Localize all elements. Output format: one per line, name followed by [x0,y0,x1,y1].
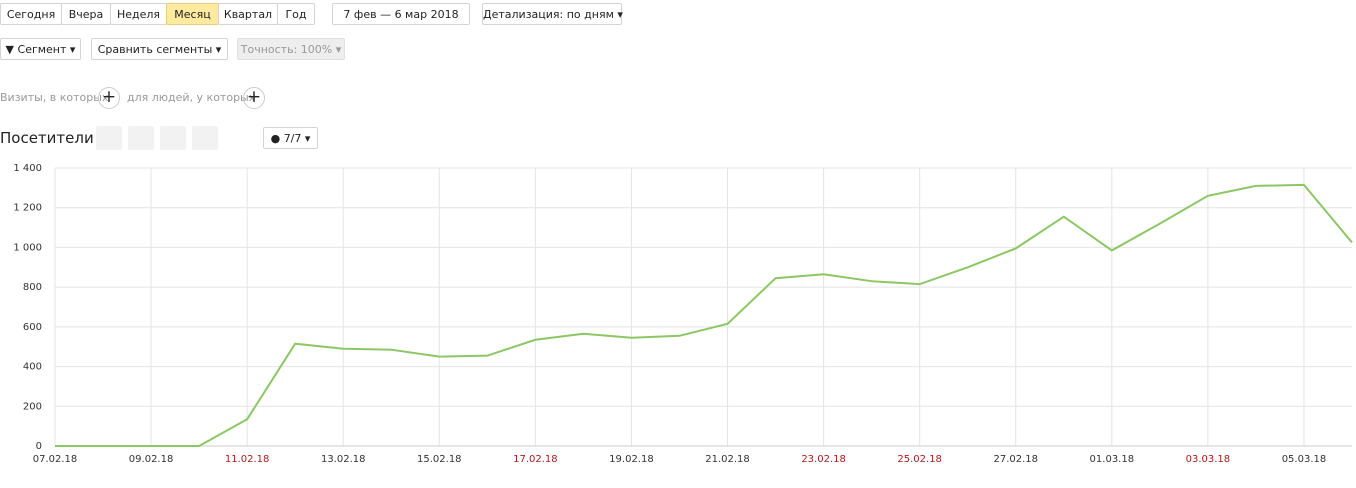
segment-button[interactable]: ▼ Сегмент ▾ [0,38,81,60]
x-tick-label: 09.02.18 [129,454,174,465]
period-button[interactable]: Сегодня [0,3,62,25]
period-button[interactable]: Квартал [218,3,278,25]
chart-type-area[interactable] [160,126,186,150]
period-button[interactable]: Неделя [110,3,167,25]
x-tick-label: 21.02.18 [705,454,750,465]
x-tick-label: 05.03.18 [1282,454,1327,465]
segment-text: Сегмент [17,43,67,56]
accuracy-text: Точность: 100% [240,43,333,56]
y-tick-label: 200 [23,401,42,412]
detail-text: Детализация: по дням [483,8,614,21]
x-tick-label: 03.03.18 [1186,454,1231,465]
y-tick-label: 800 [23,282,42,293]
period-button[interactable]: Вчера [61,3,111,25]
add-visit-filter[interactable]: + [98,87,120,109]
x-tick-label: 17.02.18 [513,454,558,465]
compare-button[interactable]: Сравнить сегменты ▾ [91,38,228,60]
detail-select[interactable]: Детализация: по дням ▾ [482,3,623,25]
x-tick-label: 23.02.18 [801,454,846,465]
accuracy-select[interactable]: Точность: 100% ▾ [237,38,345,60]
y-tick-label: 600 [23,322,42,333]
y-tick-label: 1 200 [13,203,42,214]
series-counter-text: 7/7 [283,132,302,145]
x-tick-label: 11.02.18 [225,454,270,465]
x-tick-label: 25.02.18 [897,454,942,465]
period-button[interactable]: Месяц [166,3,219,25]
line-series [55,183,1353,447]
date-range-text: 7 фев — 6 мар 2018 [343,8,459,21]
x-tick-label: 13.02.18 [321,454,366,465]
people-filter-label: для людей, у которых [127,91,256,104]
compare-text: Сравнить сегменты [97,43,213,56]
x-tick-label: 07.02.18 [33,454,78,465]
y-tick-label: 1 000 [13,242,42,253]
chart: 0 200 400 600 800 1 000 1 200 1 400 07.02.18 09.0… [13,163,1353,465]
y-tick-label: 400 [23,362,42,373]
x-tick-label: 27.02.18 [993,454,1038,465]
y-tick-label: 1 400 [13,163,42,174]
chart-type-pie[interactable] [96,126,122,150]
chart-type-bar[interactable] [192,126,218,150]
period-button[interactable]: Год [277,3,315,25]
add-people-filter[interactable]: + [243,87,265,109]
chart-type-map[interactable] [224,126,250,150]
metric-title: Посетители [0,129,94,147]
series-counter[interactable]: ● 7/7 ▾ [263,127,318,149]
x-tick-label: 15.02.18 [417,454,462,465]
y-tick-label: 0 [36,441,42,452]
date-range[interactable]: 7 фев — 6 мар 2018 [332,3,470,25]
x-tick-label: 19.02.18 [609,454,654,465]
visits-filter-label: Визиты, в которых [0,91,109,104]
x-tick-label: 01.03.18 [1090,454,1135,465]
chart-type-line[interactable] [128,126,154,150]
